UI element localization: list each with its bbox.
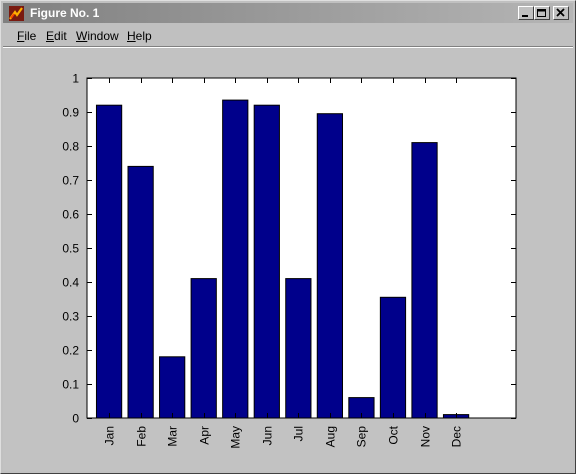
bar-aug xyxy=(316,113,344,419)
minimize-icon xyxy=(522,15,528,17)
bar-nov xyxy=(411,142,438,419)
x-tick-label-apr: Apr xyxy=(198,426,212,445)
menu-edit-rest: dit xyxy=(54,29,67,43)
x-tick-label-nov: Nov xyxy=(419,426,433,447)
x-tick-label-oct: Oct xyxy=(387,425,401,444)
x-tick-label-feb: Feb xyxy=(135,426,149,447)
y-tick-label: 0.6 xyxy=(62,208,79,222)
menu-help[interactable]: Help xyxy=(127,29,152,43)
close-icon xyxy=(556,8,565,17)
menu-bar: File Edit Window Help xyxy=(3,25,573,45)
bar-feb xyxy=(127,165,154,419)
restore-icon xyxy=(537,9,546,17)
close-button[interactable] xyxy=(553,6,569,20)
title-bar[interactable]: Figure No. 1 xyxy=(3,3,573,23)
bar-chart: 0 0.1 0.2 0.3 0.4 0.5 0.6 0.7 0.8 0.9 1 Jan Feb Mar Ap… xyxy=(62,72,517,449)
figure-canvas: 0 0.1 0.2 0.3 0.4 0.5 0.6 0.7 0.8 0.9 1 Jan Feb Mar Ap… xyxy=(3,49,573,471)
menu-separator xyxy=(3,46,573,48)
x-tick-label-jun: Jun xyxy=(261,426,275,445)
x-tick-label-may: May xyxy=(229,426,243,449)
x-tick-label-sep: Sep xyxy=(355,426,369,448)
bar-jan xyxy=(95,104,123,419)
window-title: Figure No. 1 xyxy=(30,6,100,20)
y-tick-label: 0.9 xyxy=(62,106,79,120)
y-tick-label: 0.1 xyxy=(62,378,79,392)
bar-mar xyxy=(159,356,186,419)
y-tick-label: 0.3 xyxy=(62,310,79,324)
x-tick-label-jan: Jan xyxy=(103,426,117,445)
menu-window-rest: indow xyxy=(87,29,119,43)
y-tick-label: 0.7 xyxy=(62,174,79,188)
y-tick-label: 0 xyxy=(72,412,79,426)
x-tick-label-mar: Mar xyxy=(166,426,180,447)
minimize-button[interactable] xyxy=(518,6,534,20)
restore-button[interactable] xyxy=(534,6,550,20)
menu-help-rest: elp xyxy=(135,29,152,43)
x-tick-label-jul: Jul xyxy=(292,426,306,441)
bar-oct xyxy=(379,296,407,419)
y-tick-label: 0.8 xyxy=(62,140,79,154)
x-tick-label-aug: Aug xyxy=(324,426,338,447)
y-tick-label: 0.4 xyxy=(62,276,79,290)
menu-window[interactable]: Window xyxy=(76,29,119,43)
y-tick-label: 1 xyxy=(72,72,79,86)
x-tick-label-dec: Dec xyxy=(450,426,464,447)
y-tick-label: 0.5 xyxy=(62,242,79,256)
menu-edit[interactable]: Edit xyxy=(46,29,67,43)
bar-may xyxy=(222,99,249,419)
bar-jul xyxy=(285,278,312,419)
y-tick-label: 0.2 xyxy=(62,344,79,358)
matlab-icon[interactable] xyxy=(9,6,24,21)
bar-apr xyxy=(190,278,217,419)
menu-file-rest: ile xyxy=(24,29,37,43)
menu-file[interactable]: File xyxy=(17,29,37,43)
bar-jun xyxy=(253,104,280,419)
